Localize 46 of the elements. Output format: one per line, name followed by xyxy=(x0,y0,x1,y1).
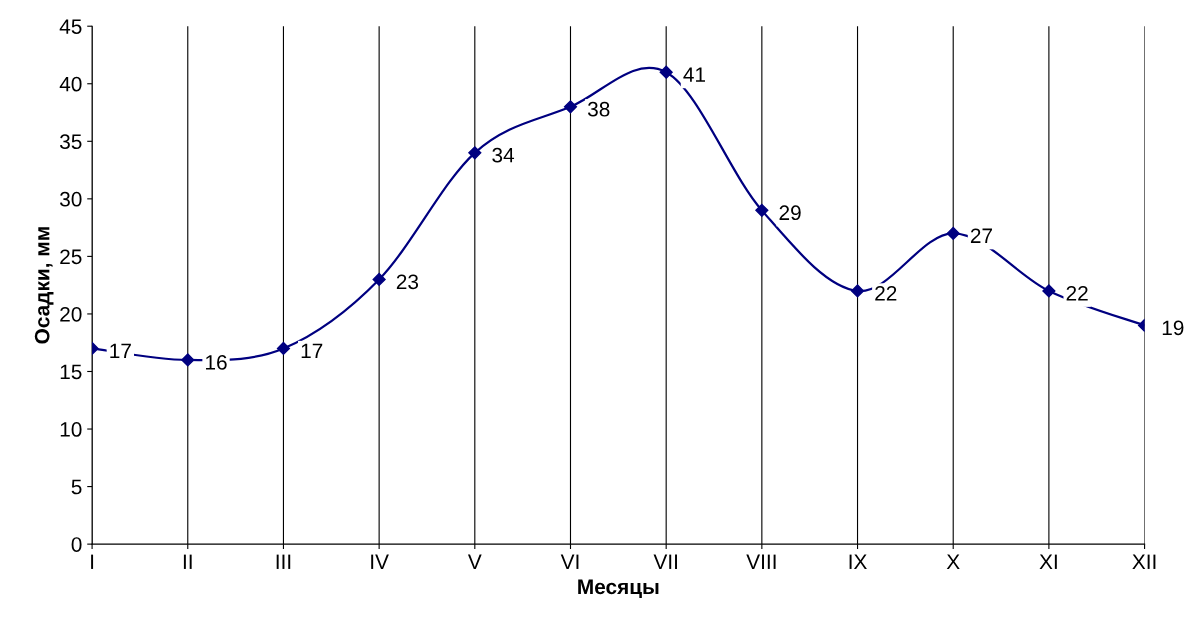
data-label: 23 xyxy=(396,274,419,290)
data-label: 22 xyxy=(1066,285,1088,301)
point xyxy=(372,272,386,287)
x-tick-label: XI xyxy=(1039,554,1057,569)
y-tick-label: 35 xyxy=(59,134,82,150)
data-label: 41 xyxy=(683,67,705,82)
point xyxy=(1042,284,1056,298)
x-tick-label: VIII xyxy=(746,554,776,569)
y-tick-label: 25 xyxy=(60,249,82,265)
x-tick-label: I xyxy=(91,554,94,569)
y-tick-label: 45 xyxy=(59,19,82,34)
point xyxy=(468,146,482,160)
x-tick-label: X xyxy=(946,554,960,569)
data-label: 34 xyxy=(492,147,515,163)
data-label: 22 xyxy=(875,285,897,301)
x-tick-label: VII xyxy=(653,554,677,569)
x-tick-label: II xyxy=(183,554,192,569)
point xyxy=(563,100,578,114)
x-axis-title: Месяцы xyxy=(578,579,659,599)
y-axis-title: Осадки, мм xyxy=(34,227,54,344)
data-label: 17 xyxy=(110,343,131,359)
y-tick-label: 20 xyxy=(60,306,82,322)
data-label: 27 xyxy=(970,228,993,243)
x-tick-label: VI xyxy=(560,554,579,569)
data-label: 38 xyxy=(587,101,610,117)
point xyxy=(276,341,291,356)
y-tick-label: 15 xyxy=(60,364,82,380)
data-label: 29 xyxy=(779,205,801,221)
x-tick-label: III xyxy=(276,554,291,569)
data-label: 17 xyxy=(301,343,323,359)
data-label: 16 xyxy=(206,354,227,370)
point xyxy=(181,353,195,367)
y-tick-label: 40 xyxy=(59,76,82,92)
point xyxy=(659,65,673,79)
point xyxy=(946,226,960,240)
data-label: 19 xyxy=(1162,320,1184,336)
x-tick-label: XII xyxy=(1132,554,1156,569)
y-tick-label: 30 xyxy=(59,191,82,207)
x-tick-label: IV xyxy=(371,554,389,569)
point xyxy=(755,203,769,217)
point xyxy=(850,284,865,298)
x-tick-label: V xyxy=(467,554,482,569)
y-tick-label: 0 xyxy=(71,537,82,552)
y-tick-label: 5 xyxy=(71,479,82,495)
x-tick-label: IX xyxy=(849,554,867,569)
y-tick-label: 10 xyxy=(60,422,82,437)
